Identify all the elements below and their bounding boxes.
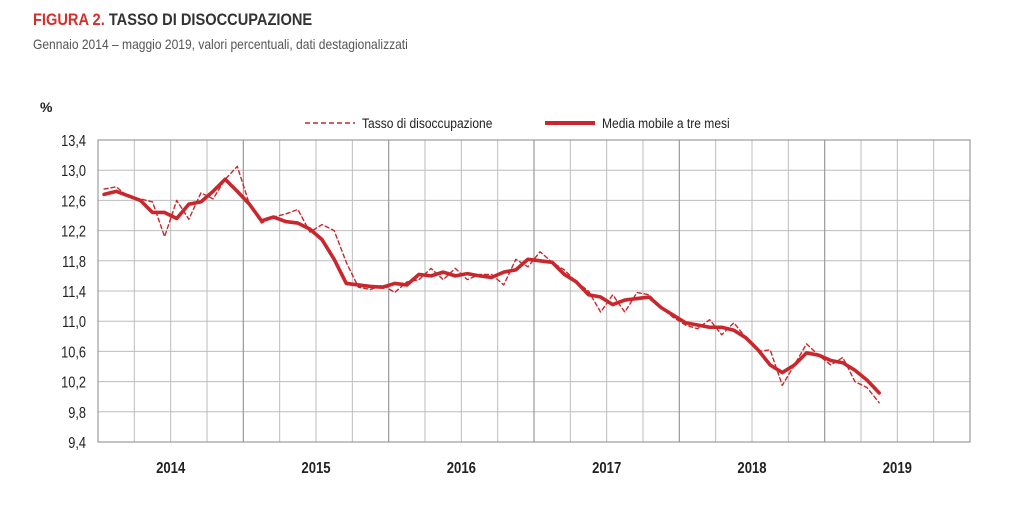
plot-border [97,139,971,443]
y-tick-label: 10,2 [61,374,86,392]
figure-title: FIGURA 2. TASSO DI DISOCCUPAZIONE [33,9,408,31]
y-tick-label: 13,0 [61,163,86,181]
series-lines [102,165,881,404]
y-axis-ticks: 13,4 13,0 12,6 12,2 11,8 11,4 11,0 10,6 10,2 9,8 9… [61,133,86,453]
y-tick-label: 13,4 [61,133,86,151]
y-axis-label: % [40,99,53,115]
legend: Tasso di disoccupazione Media mobile a t… [305,115,730,131]
legend-label-moving-average: Media mobile a tre mesi [602,115,730,131]
figure-header: FIGURA 2. TASSO DI DISOCCUPAZIONE Gennai… [33,9,469,53]
plot-frame [97,139,971,443]
y-tick-label: 12,2 [61,223,86,241]
x-tick-label: 2015 [301,460,330,477]
y-tick-label: 11,4 [62,284,86,302]
x-axis-ticks: 2014 2015 2016 2017 2018 2019 [156,460,912,477]
x-tick-label: 2014 [156,460,186,477]
x-tick-label: 2016 [447,460,476,477]
x-tick-label: 2017 [592,460,621,477]
y-tick-label: 9,4 [68,435,86,453]
legend-label-rate: Tasso di disoccupazione [362,115,492,131]
series-line-moving-average [102,177,881,395]
x-tick-label: 2019 [883,460,912,477]
y-tick-label: 11,8 [62,254,86,272]
figure-subtitle: Gennaio 2014 – maggio 2019, valori perce… [33,36,408,52]
x-tick-label: 2018 [737,460,766,477]
y-tick-label: 9,8 [68,405,86,423]
y-tick-label: 10,6 [61,344,86,362]
y-tick-label: 12,6 [61,193,86,211]
year-dividers [242,140,826,442]
series-line-unemployment-rate [103,165,880,404]
figure-title-text: TASSO DI DISOCCUPAZIONE [108,10,313,29]
figure-number: FIGURA 2. [33,10,105,29]
y-tick-label: 11,0 [62,314,86,332]
